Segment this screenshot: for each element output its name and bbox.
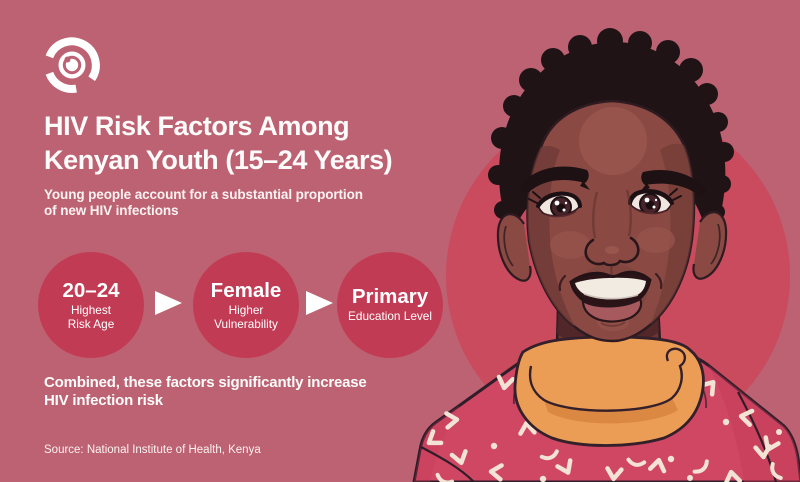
risk-factor-label: Education Level — [348, 309, 432, 324]
title-line-2: Kenyan Youth (15–24 Years) — [44, 145, 393, 175]
source-attribution: Source: National Institute of Health, Ke… — [44, 444, 261, 456]
risk-factor-value: Primary — [351, 285, 429, 309]
page-title: HIV Risk Factors Among Kenyan Youth (15–… — [44, 109, 514, 177]
conclusion-line-2: HIV infection risk — [44, 391, 163, 409]
risk-factor-flow: 20–24 Highest Risk Age Female Higher Vul… — [0, 252, 460, 358]
eye-logo-icon — [45, 37, 100, 93]
risk-factor-value: 20–24 — [62, 278, 120, 302]
risk-factor-label: Highest — [71, 302, 111, 317]
risk-factor-label: Risk Age — [67, 317, 115, 331]
risk-factor-value: Female — [210, 278, 282, 302]
conclusion-line-1: Combined, these factors significantly in… — [44, 374, 367, 391]
person-eyes — [528, 188, 682, 218]
person-nose — [584, 189, 640, 267]
risk-factor-gender: Female Higher Vulnerability — [193, 252, 299, 358]
person-ears — [496, 211, 728, 282]
shirt-pattern — [425, 377, 783, 482]
arrow-right-icon — [155, 291, 182, 315]
arrow-right-icon — [306, 291, 333, 315]
risk-factor-age: 20–24 Highest Risk Age — [38, 252, 144, 358]
subtitle: Young people account for a substantial p… — [44, 187, 464, 219]
conclusion-text: Combined, these factors significantly in… — [44, 374, 464, 409]
subtitle-line-1: Young people account for a substantial p… — [44, 187, 363, 202]
risk-factor-education: Primary Education Level — [337, 252, 443, 358]
risk-factor-label: Higher — [228, 302, 264, 317]
youth-portrait-illustration — [412, 28, 800, 482]
subtitle-line-2: of new HIV infections — [44, 203, 179, 218]
title-line-1: HIV Risk Factors Among — [44, 111, 350, 141]
risk-factor-label: Vulnerability — [214, 317, 278, 331]
person-mouth — [558, 265, 663, 327]
person-collar — [513, 335, 705, 447]
